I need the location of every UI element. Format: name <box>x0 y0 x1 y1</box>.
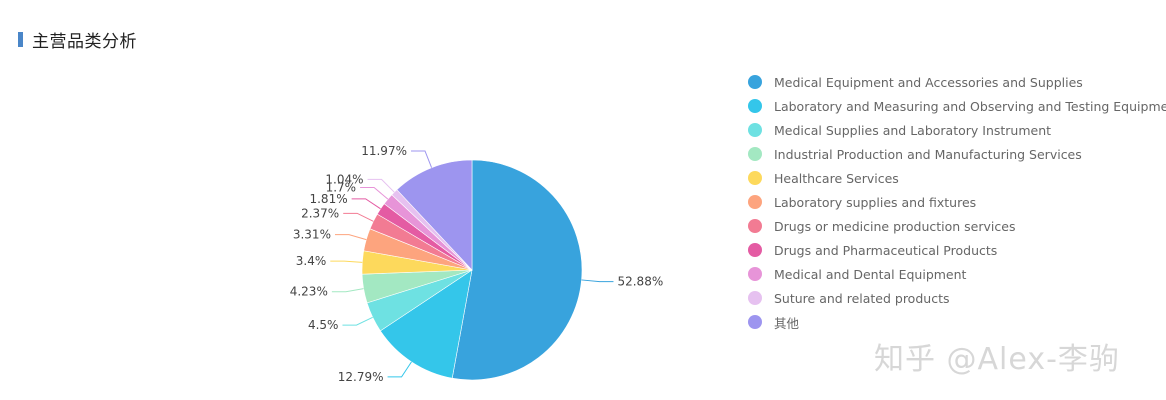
legend-item[interactable]: Medical Supplies and Laboratory Instrume… <box>748 118 1166 142</box>
legend-color-dot <box>748 195 762 209</box>
pie-slice[interactable] <box>451 159 583 381</box>
legend-item[interactable]: 其他 <box>748 310 1166 334</box>
slice-data-label: 52.88% <box>617 275 663 289</box>
slice-data-label: 4.23% <box>290 285 328 299</box>
watermark-text: 知乎 @Alex-李驹 <box>874 342 1120 377</box>
label-leader-line <box>360 187 389 200</box>
legend-color-dot <box>748 267 762 281</box>
legend-item[interactable]: Suture and related products <box>748 286 1166 310</box>
legend-label: Medical and Dental Equipment <box>774 266 967 282</box>
legend-label: Healthcare Services <box>774 170 899 186</box>
legend-label: Drugs and Pharmaceutical Products <box>774 242 998 258</box>
legend-color-dot <box>748 315 762 329</box>
title-accent-bar <box>18 31 23 47</box>
legend-item[interactable]: Laboratory and Measuring and Observing a… <box>748 94 1166 118</box>
slice-data-label: 1.7% <box>326 181 357 195</box>
label-leader-line <box>387 361 412 378</box>
legend-label: Industrial Production and Manufacturing … <box>774 146 1082 162</box>
pie-slice[interactable] <box>379 269 473 379</box>
legend-color-dot <box>748 99 762 113</box>
pie-slice[interactable] <box>396 159 473 271</box>
legend-item[interactable]: Laboratory supplies and fixtures <box>748 190 1166 214</box>
legend-label: Drugs or medicine production services <box>774 218 1016 234</box>
slice-data-label: 4.5% <box>308 318 339 332</box>
legend-item[interactable]: Healthcare Services <box>748 166 1166 190</box>
chart-legend: Medical Equipment and Accessories and Su… <box>748 70 1166 334</box>
label-leader-line <box>342 316 373 326</box>
chart-title: 主营品类分析 <box>32 31 137 52</box>
legend-item[interactable]: Medical Equipment and Accessories and Su… <box>748 70 1166 94</box>
slice-data-label: 1.04% <box>325 172 363 186</box>
legend-color-dot <box>748 123 762 137</box>
chart-title-bar: 主营品类分析 <box>18 29 137 52</box>
legend-label: Medical Supplies and Laboratory Instrume… <box>774 122 1052 138</box>
slice-data-label: 3.31% <box>293 228 331 242</box>
legend-color-dot <box>748 291 762 305</box>
legend-label: Suture and related products <box>774 290 950 306</box>
legend-label: Medical Equipment and Accessories and Su… <box>774 74 1083 90</box>
slice-data-label: 12.79% <box>338 370 384 384</box>
slice-data-label: 3.4% <box>296 254 327 268</box>
label-leader-line <box>367 178 395 193</box>
label-leader-line <box>334 234 367 241</box>
legend-color-dot <box>748 171 762 185</box>
slice-data-label: 2.37% <box>301 206 339 220</box>
legend-color-dot <box>748 147 762 161</box>
legend-item[interactable]: Industrial Production and Manufacturing … <box>748 142 1166 166</box>
slice-data-label: 1.81% <box>309 192 347 206</box>
label-leader-line <box>351 198 381 210</box>
label-leader-line <box>581 279 614 283</box>
legend-label: Laboratory and Measuring and Observing a… <box>774 98 1166 114</box>
legend-color-dot <box>748 243 762 257</box>
legend-item[interactable]: Drugs or medicine production services <box>748 214 1166 238</box>
label-leader-line <box>410 150 433 168</box>
label-leader-line <box>331 288 364 293</box>
legend-color-dot <box>748 75 762 89</box>
legend-color-dot <box>748 219 762 233</box>
legend-label: Laboratory supplies and fixtures <box>774 194 977 210</box>
label-leader-line <box>343 212 374 222</box>
slice-data-label: 11.97% <box>361 144 407 158</box>
legend-item[interactable]: Medical and Dental Equipment <box>748 262 1166 286</box>
label-leader-line <box>330 260 363 263</box>
legend-item[interactable]: Drugs and Pharmaceutical Products <box>748 238 1166 262</box>
legend-label: 其他 <box>774 315 800 331</box>
